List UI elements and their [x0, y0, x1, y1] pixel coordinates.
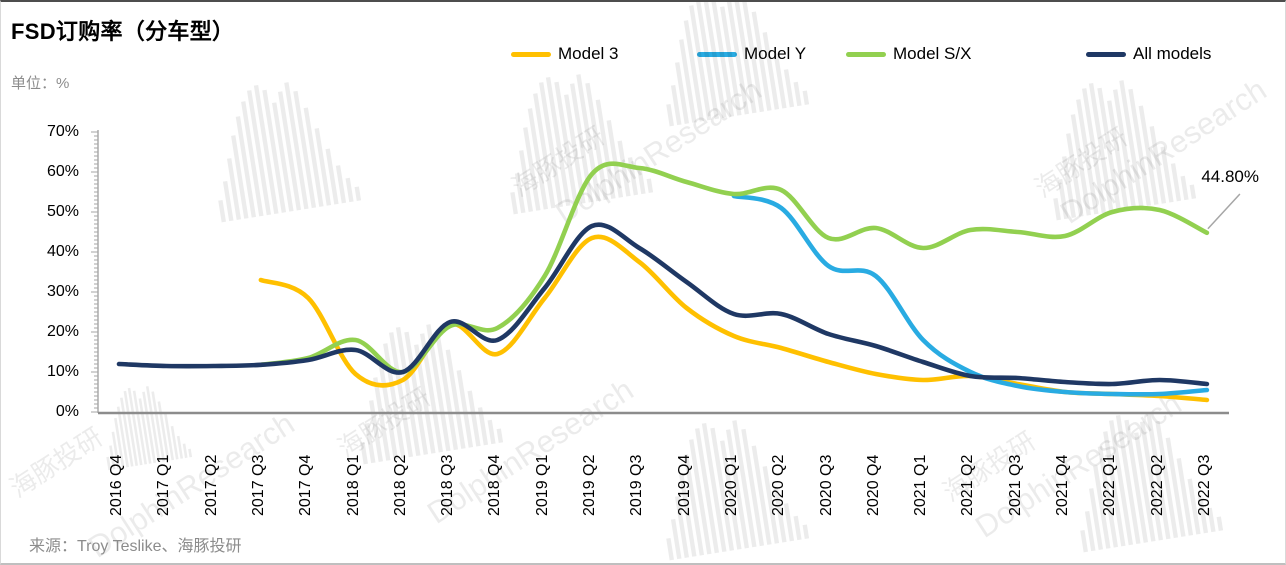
x-axis-label: 2017 Q3: [249, 454, 267, 516]
x-axis-label: 2020 Q3: [817, 454, 835, 516]
x-axis-label: 2021 Q1: [912, 454, 930, 516]
x-axis-label: 2022 Q1: [1101, 454, 1119, 516]
y-axis-label: 30%: [46, 283, 79, 300]
legend-item-model-y: Model Y: [697, 44, 806, 64]
watermark-bars-logo: [1080, 412, 1224, 553]
x-axis-label: 2017 Q1: [155, 454, 173, 516]
x-axis-label: 2017 Q2: [202, 454, 220, 516]
watermark-bars-logo: [218, 82, 362, 223]
x-axis-label: 2021 Q4: [1054, 454, 1071, 516]
y-axis-label: 70%: [46, 123, 79, 140]
legend-swatch: [697, 51, 737, 57]
x-axis-label: 2022 Q2: [1148, 454, 1166, 516]
x-axis-label: 2021 Q2: [959, 454, 977, 516]
legend-label: Model 3: [558, 44, 619, 63]
series-line-model-3: [258, 234, 1210, 403]
x-axis-label: 2018 Q4: [486, 454, 504, 516]
chart-legend: Model 3 Model Y Model S/X All models: [1, 2, 1285, 72]
legend-swatch: [846, 51, 886, 57]
legend-item-model-s-x: Model S/X: [846, 44, 971, 64]
source-note: 来源：Troy Teslike、海豚投研: [29, 538, 242, 555]
page-title: FSD订购率（分车型）: [11, 19, 235, 44]
x-axis-label: 2019 Q1: [533, 454, 551, 516]
legend-item-all-models: All models: [1086, 44, 1211, 64]
x-axis-label: 2017 Q4: [297, 454, 315, 516]
x-axis-label: 2020 Q1: [722, 454, 740, 516]
x-axis-label: 2021 Q3: [1006, 454, 1024, 516]
y-axis-label: 0%: [55, 403, 79, 420]
x-axis-label: 2018 Q1: [344, 454, 362, 516]
x-axis-label: 2018 Q3: [439, 454, 457, 516]
series-line-model-y: [731, 193, 1210, 397]
legend-label: Model Y: [744, 44, 807, 63]
x-axis-label: 2020 Q4: [864, 454, 882, 516]
legend-label: All models: [1133, 44, 1212, 63]
y-axis-label: 60%: [46, 163, 79, 180]
x-axis-label: 2022 Q3: [1195, 454, 1213, 516]
watermark-bars-logo: [1053, 80, 1197, 221]
annotation-leader-line: [1207, 193, 1241, 230]
x-axis-label: 2019 Q3: [628, 454, 646, 516]
series-line-model-s-x: [258, 161, 1210, 375]
legend-item-model-3: Model 3: [511, 44, 618, 64]
x-axis-label: 2016 Q4: [108, 454, 125, 516]
x-axis-label: 2019 Q2: [581, 454, 598, 516]
x-axis-label: 2020 Q2: [770, 454, 788, 516]
legend-swatch: [1086, 51, 1126, 57]
watermark-bars-logo: [510, 74, 654, 215]
watermark-bars-logo: [666, 420, 810, 561]
series-line-all-models: [116, 222, 1210, 387]
watermark-bars-logo: [666, 2, 810, 127]
x-axis-label: 2018 Q2: [391, 454, 409, 516]
watermark-bars-logo: [106, 386, 193, 471]
legend-swatch: [511, 51, 551, 57]
y-axis-label: 20%: [46, 323, 79, 340]
y-axis-label: 50%: [46, 203, 79, 220]
x-axis-label: 2019 Q4: [675, 454, 693, 516]
legend-label: Model S/X: [893, 44, 972, 63]
y-axis-label: 10%: [46, 363, 79, 380]
y-axis-label: 40%: [46, 243, 79, 260]
annotation-label: 44.80%: [1201, 167, 1259, 186]
unit-label: 单位：%: [11, 75, 70, 92]
